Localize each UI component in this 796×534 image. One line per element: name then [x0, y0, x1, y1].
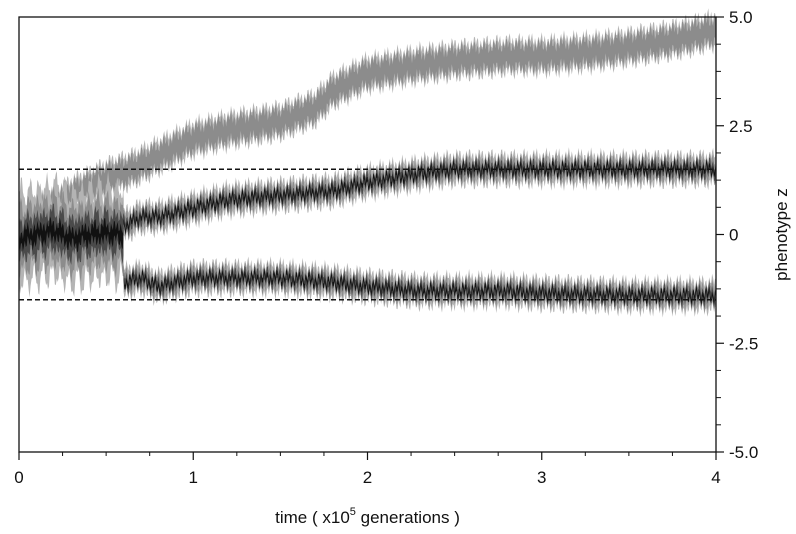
x-axis-title-exponent: 5: [350, 506, 356, 518]
x-tick-label: 1: [189, 468, 198, 487]
series-1-band-inner: [123, 155, 716, 237]
y-axis-ticks: 5.0 2.5 0 -2.5 -5.0: [716, 8, 758, 462]
y-axis-title: phenotype z: [772, 188, 791, 281]
x-axis-title: time ( x105 generations ): [275, 506, 460, 527]
series-3-band-core: [19, 216, 124, 253]
y-tick-label: -2.5: [729, 334, 758, 353]
y-tick-label: 5.0: [729, 8, 753, 27]
x-axis-title-suffix: generations ): [356, 508, 460, 527]
y-tick-label: 2.5: [729, 117, 753, 136]
x-tick-label: 2: [363, 468, 372, 487]
x-tick-label: 3: [537, 468, 546, 487]
reference-lines: [19, 168, 716, 301]
series-0-band-mid: [19, 15, 716, 241]
density-bands: [19, 8, 716, 318]
series-2-band-core: [123, 267, 716, 305]
series-2-band-inner: [123, 264, 716, 310]
y-tick-label: 0: [729, 226, 738, 245]
x-axis-ticks: 0 1 2 3 4: [14, 452, 721, 487]
x-tick-label: 0: [14, 468, 23, 487]
y-tick-label: -5.0: [729, 443, 758, 462]
series-2-band-mid: [123, 261, 716, 314]
x-tick-label: 4: [711, 468, 720, 487]
series-1-band-core: [123, 158, 716, 235]
x-axis-title-prefix: time ( x10: [275, 508, 350, 527]
